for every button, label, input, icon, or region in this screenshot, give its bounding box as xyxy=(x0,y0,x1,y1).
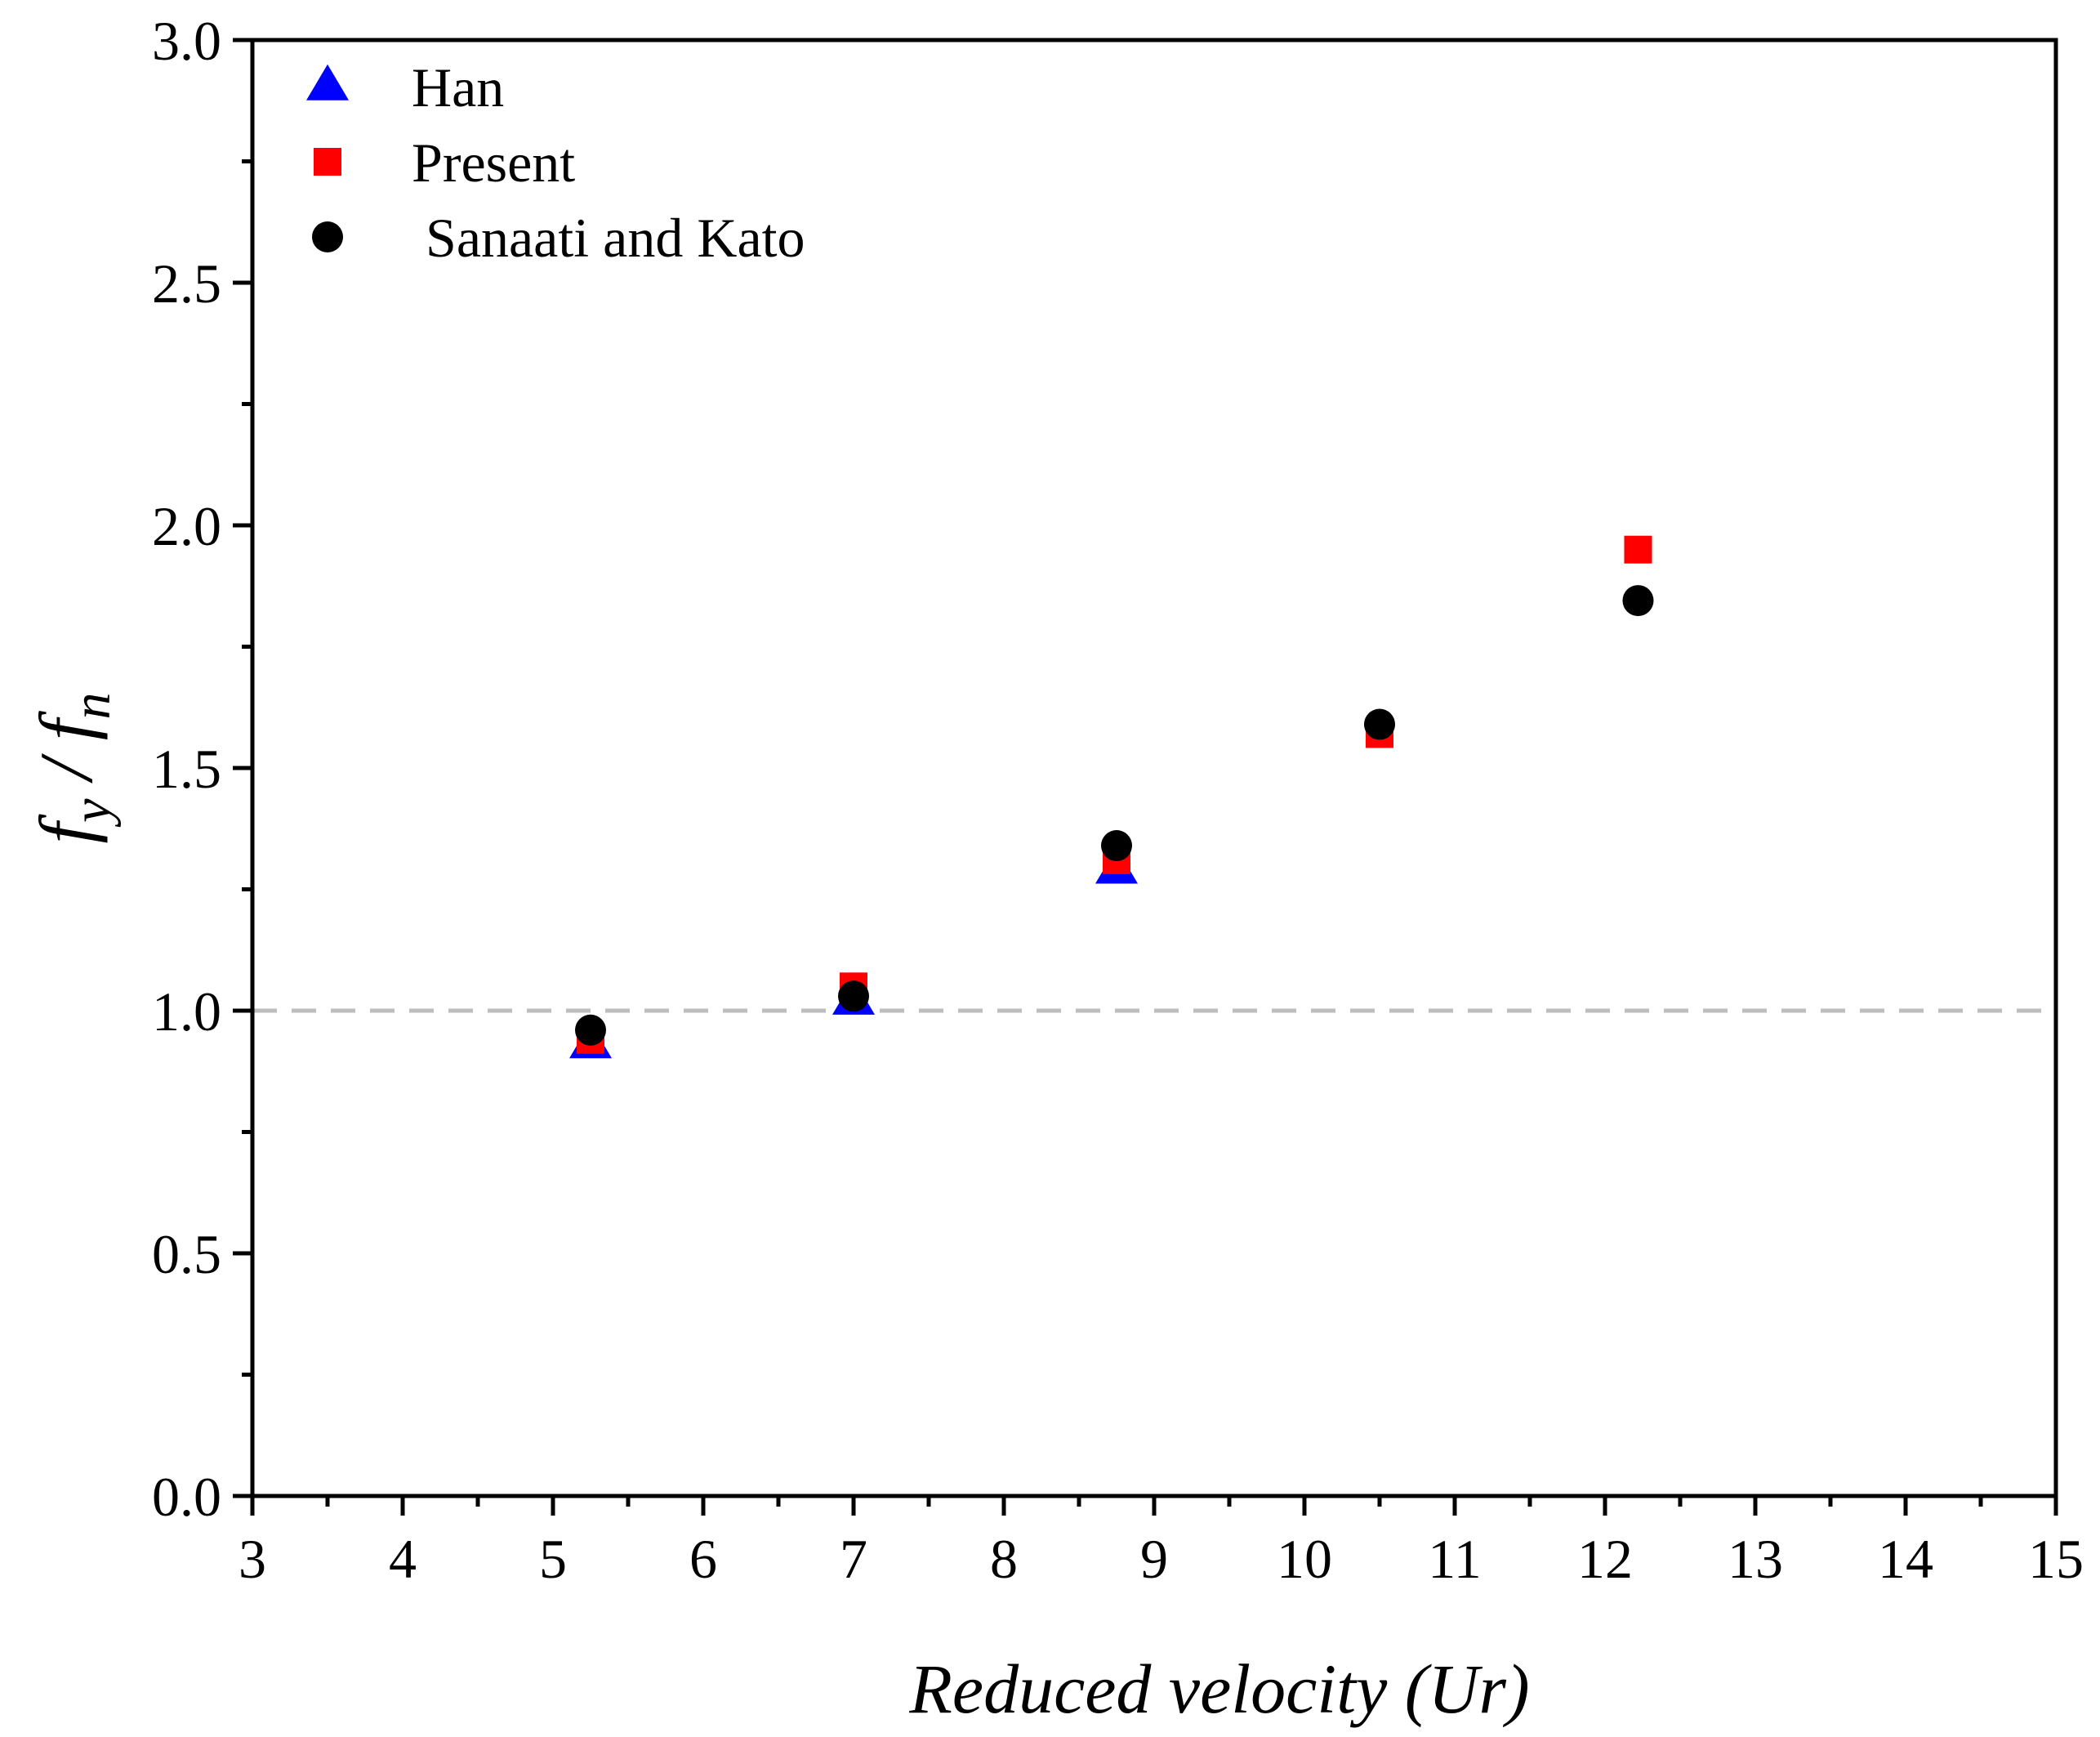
x-axis: 3 4 5 6 7 8 9 10 11 12 13 14 15 xyxy=(239,1496,2084,1590)
x-tick-label: 9 xyxy=(1140,1528,1168,1590)
x-tick-label: 5 xyxy=(539,1528,567,1590)
point-circle xyxy=(1101,830,1132,862)
x-tick-label: 3 xyxy=(239,1528,266,1590)
point-circle xyxy=(1364,708,1395,740)
x-tick-label: 15 xyxy=(2028,1528,2084,1590)
x-tick-label: 10 xyxy=(1277,1528,1332,1590)
x-tick-label: 8 xyxy=(990,1528,1018,1590)
y-tick-label: 1.5 xyxy=(152,738,221,800)
series-square xyxy=(577,535,1652,1054)
series-circle xyxy=(575,585,1654,1046)
point-circle xyxy=(838,980,869,1012)
legend-marker-circle xyxy=(312,221,343,252)
x-tick-label: 12 xyxy=(1577,1528,1633,1590)
y-title-sub1: y xyxy=(62,798,122,828)
x-axis-title: Reduced velocity (Ur) xyxy=(908,1650,1529,1728)
y-title-separator: / xyxy=(25,740,108,799)
x-tick-label: 4 xyxy=(389,1528,417,1590)
data-marks xyxy=(569,535,1654,1059)
y-tick-label: 2.0 xyxy=(152,495,221,557)
point-circle xyxy=(575,1014,606,1046)
legend-marker-square xyxy=(314,148,341,176)
y-tick-label: 3.0 xyxy=(152,10,221,72)
y-tick-label: 0.5 xyxy=(152,1223,221,1285)
point-square xyxy=(1624,535,1652,564)
x-tick-label: 14 xyxy=(1878,1528,1933,1590)
legend-label: Present xyxy=(412,132,575,194)
y-axis-title: fy / fn xyxy=(25,693,122,844)
legend-marker-triangle xyxy=(306,64,349,100)
x-tick-label: 7 xyxy=(840,1528,867,1590)
x-tick-label: 13 xyxy=(1728,1528,1783,1590)
y-title-sub2: n xyxy=(62,693,122,720)
y-axis: 0.0 0.5 1.0 1.5 2.0 2.5 3.0 xyxy=(152,10,252,1528)
series-triangle xyxy=(569,847,1138,1059)
y-tick-label: 1.0 xyxy=(152,980,221,1043)
y-tick-label: 2.5 xyxy=(152,252,221,315)
y-tick-label: 0.0 xyxy=(152,1466,221,1528)
legend-label: Sanaati and Kato xyxy=(412,207,805,269)
legend: Han Present Sanaati and Kato xyxy=(306,56,805,269)
x-tick-label: 6 xyxy=(689,1528,717,1590)
legend-label: Han xyxy=(412,56,504,118)
x-tick-label: 11 xyxy=(1428,1528,1481,1590)
point-circle xyxy=(1622,585,1654,617)
